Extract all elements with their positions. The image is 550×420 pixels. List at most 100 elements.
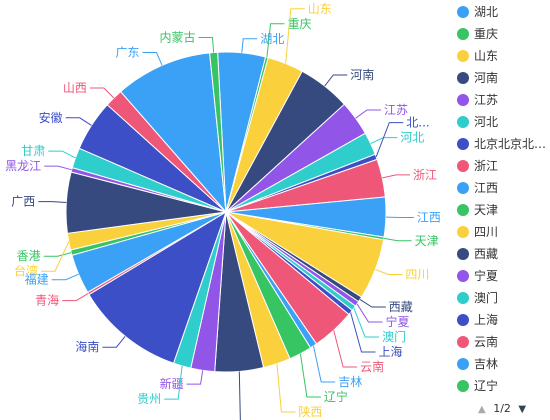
slice-label: 山东	[308, 2, 332, 16]
triangle-down-icon[interactable]: ▼	[518, 404, 527, 415]
legend-item[interactable]: 云南	[455, 332, 550, 354]
label-line	[89, 87, 115, 99]
slice-label: 贵州	[137, 392, 161, 406]
legend-label: 湖北	[474, 5, 499, 19]
legend-item[interactable]: 辽宁	[455, 376, 550, 398]
slice-label: 广西	[11, 195, 35, 209]
legend-swatch	[457, 204, 469, 216]
legend-swatch	[457, 314, 469, 326]
legend-item[interactable]: 吉林	[455, 354, 550, 376]
legend-swatch	[457, 292, 469, 304]
label-line	[62, 292, 89, 302]
slice-label: 河南	[350, 67, 374, 82]
slice-label: 海南	[75, 339, 99, 354]
legend-item[interactable]: 河北	[455, 112, 550, 134]
legend-label: 上海	[474, 313, 499, 327]
legend-item[interactable]: 湖北	[455, 2, 550, 24]
slice-label: 四川	[405, 268, 429, 282]
legend-label: 宁夏	[474, 269, 499, 283]
slice-label: 黑龙江	[5, 159, 41, 173]
slice-label: 福建	[25, 272, 49, 287]
pie-slice[interactable]	[88, 210, 227, 364]
legend-label: 云南	[474, 335, 499, 349]
legend-swatch	[457, 72, 469, 84]
label-line	[44, 165, 72, 171]
legend-label: 河南	[474, 71, 499, 85]
legend-label: 山东	[474, 49, 499, 63]
legend-label: 浙江	[474, 159, 499, 173]
label-line	[276, 363, 296, 413]
legend-item[interactable]: 北京北京北京北京北京	[455, 134, 550, 156]
label-line	[383, 237, 412, 242]
pie-slice[interactable]	[119, 52, 227, 214]
legend-item[interactable]: 江苏	[455, 90, 550, 112]
slice-label: 台湾	[14, 263, 38, 278]
label-line	[41, 241, 70, 272]
legend-item[interactable]: 澳门	[455, 288, 550, 310]
legend-swatch	[457, 380, 469, 392]
legend-item[interactable]: 四川	[455, 222, 550, 244]
label-line	[164, 365, 183, 400]
label-line	[102, 335, 126, 348]
legend-item[interactable]: 山东	[455, 46, 550, 68]
legend-swatch	[457, 28, 469, 40]
legend-swatch	[457, 182, 469, 194]
label-line	[65, 117, 92, 126]
legend-item[interactable]: 浙江	[455, 156, 550, 178]
label-line	[350, 312, 376, 353]
slice-label: 香港	[17, 249, 41, 263]
slice-label: 西藏	[389, 300, 413, 314]
legend-swatch	[457, 270, 469, 282]
slice-label: 澳门	[382, 329, 406, 344]
slice-label: 浙江	[413, 168, 437, 182]
slice-label: 甘肃	[21, 144, 45, 158]
triangle-up-icon[interactable]: ▲	[478, 404, 486, 415]
legend-item[interactable]: 上海	[455, 310, 550, 332]
label-line	[353, 308, 380, 338]
legend-pager: ▲ 1/2 ▼	[478, 401, 526, 417]
legend-swatch	[457, 336, 469, 348]
legend-item[interactable]: 重庆	[455, 24, 550, 46]
slice-label: 山西	[63, 81, 87, 95]
label-line	[198, 37, 215, 53]
legend-label: 四川	[474, 225, 499, 239]
label-line	[355, 109, 381, 119]
legend-item[interactable]: 天津	[455, 200, 550, 222]
legend-swatch	[457, 160, 469, 172]
legend-swatch	[457, 94, 469, 106]
label-line	[43, 252, 72, 257]
slice-label: 新疆	[160, 376, 184, 391]
label-line	[375, 122, 404, 157]
legend-swatch	[457, 6, 469, 18]
slice-label: 广东	[115, 46, 139, 60]
slice-label: 辽宁	[324, 389, 348, 404]
legend-item[interactable]: 江西	[455, 178, 550, 200]
legend-label: 江苏	[474, 93, 499, 107]
slice-label: 江苏	[384, 103, 408, 117]
label-line	[238, 371, 241, 420]
pie-slices	[65, 51, 387, 373]
legend-item[interactable]: 西藏	[455, 244, 550, 266]
label-line	[51, 273, 79, 281]
label-line	[38, 201, 67, 203]
slice-label: 青海	[35, 293, 59, 308]
legend-label: 江西	[474, 181, 499, 195]
slice-label: 陕西	[298, 404, 322, 419]
label-line	[313, 345, 336, 383]
slice-label: 北...	[406, 116, 429, 130]
legend-item[interactable]: 河南	[455, 68, 550, 90]
legend-swatch	[457, 358, 469, 370]
label-line	[186, 370, 204, 385]
label-line	[48, 150, 76, 159]
slice-label: 上海	[379, 344, 403, 359]
legend-swatch	[457, 226, 469, 238]
slice-label: 河北	[400, 131, 424, 145]
label-line	[356, 303, 383, 323]
slice-label: 云南	[360, 359, 384, 374]
legend-label: 吉林	[474, 357, 499, 371]
label-line	[299, 353, 321, 398]
legend-label: 天津	[474, 203, 499, 217]
legend-item[interactable]: 宁夏	[455, 266, 550, 288]
legend-label: 重庆	[474, 27, 499, 41]
slice-label: 吉林	[338, 375, 362, 389]
